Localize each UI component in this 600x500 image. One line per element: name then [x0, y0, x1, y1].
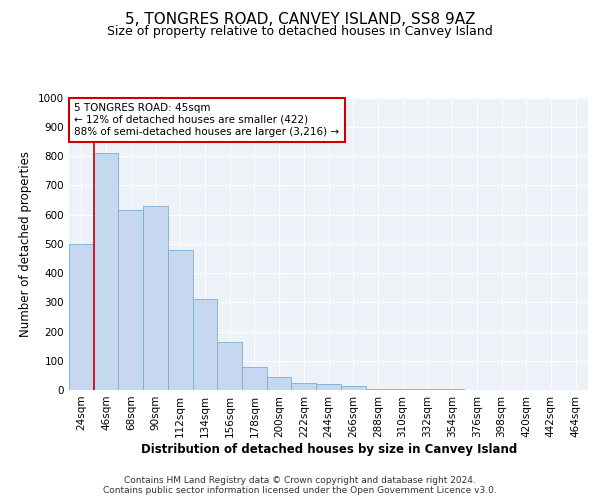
Text: 5 TONGRES ROAD: 45sqm
← 12% of detached houses are smaller (422)
88% of semi-det: 5 TONGRES ROAD: 45sqm ← 12% of detached … [74, 104, 340, 136]
Y-axis label: Number of detached properties: Number of detached properties [19, 151, 32, 337]
Bar [118, 210, 143, 390]
Bar [316, 384, 341, 390]
Bar [193, 300, 217, 390]
Bar [390, 389, 415, 390]
Bar [415, 389, 440, 390]
Bar [168, 250, 193, 390]
Bar [292, 382, 316, 390]
Bar [242, 367, 267, 390]
Text: Distribution of detached houses by size in Canvey Island: Distribution of detached houses by size … [140, 442, 517, 456]
Text: Contains HM Land Registry data © Crown copyright and database right 2024.
Contai: Contains HM Land Registry data © Crown c… [103, 476, 497, 495]
Bar [341, 386, 365, 390]
Text: 5, TONGRES ROAD, CANVEY ISLAND, SS8 9AZ: 5, TONGRES ROAD, CANVEY ISLAND, SS8 9AZ [125, 12, 475, 28]
Bar [365, 388, 390, 390]
Bar [143, 206, 168, 390]
Bar [217, 342, 242, 390]
Bar [69, 244, 94, 390]
Bar [267, 377, 292, 390]
Text: Size of property relative to detached houses in Canvey Island: Size of property relative to detached ho… [107, 25, 493, 38]
Bar [94, 153, 118, 390]
